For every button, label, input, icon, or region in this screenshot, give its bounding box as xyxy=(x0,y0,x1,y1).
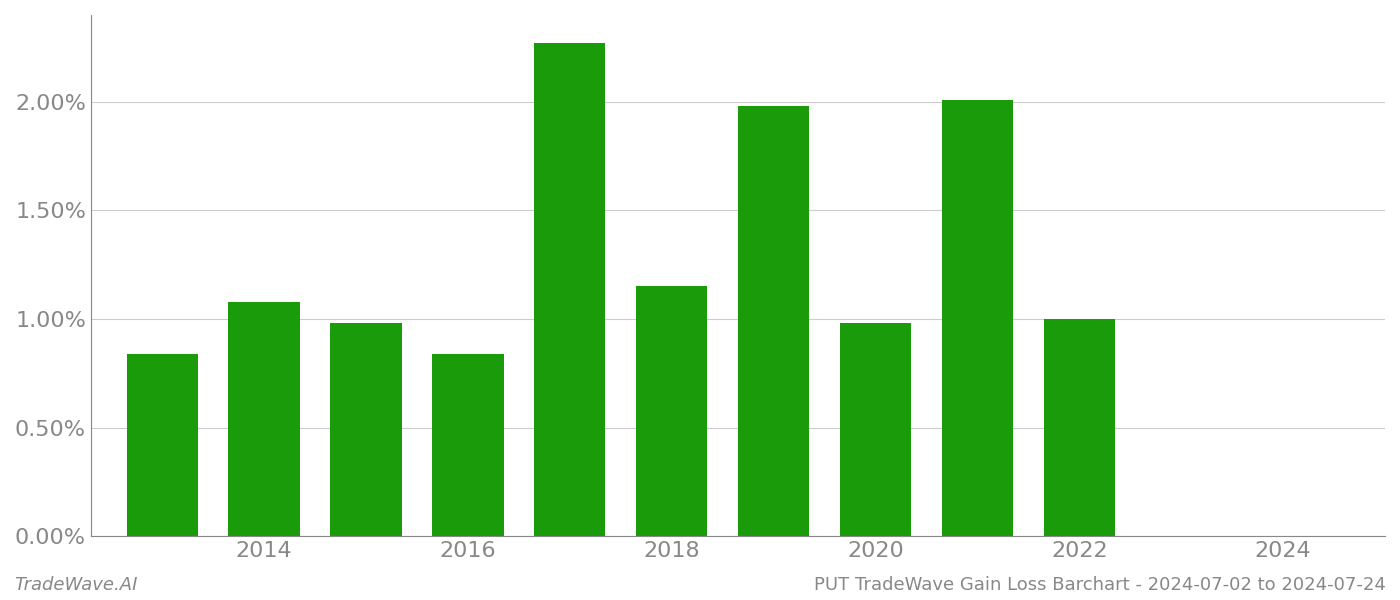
Bar xyxy=(228,302,300,536)
Bar xyxy=(126,354,197,536)
Text: PUT TradeWave Gain Loss Barchart - 2024-07-02 to 2024-07-24: PUT TradeWave Gain Loss Barchart - 2024-… xyxy=(815,576,1386,594)
Bar xyxy=(433,354,504,536)
Bar xyxy=(330,323,402,536)
Text: TradeWave.AI: TradeWave.AI xyxy=(14,576,137,594)
Bar xyxy=(535,43,605,536)
Bar xyxy=(738,106,809,536)
Bar xyxy=(942,100,1014,536)
Bar xyxy=(840,323,911,536)
Bar xyxy=(1043,319,1114,536)
Bar xyxy=(636,286,707,536)
